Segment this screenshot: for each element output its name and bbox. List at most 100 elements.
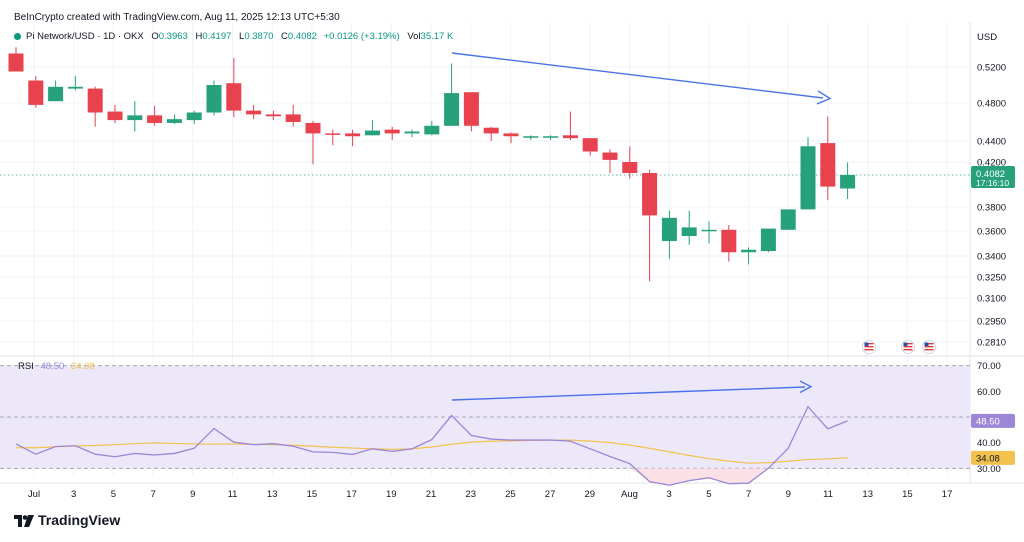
tradingview-brand: TradingView <box>14 512 120 528</box>
flag-canton <box>864 342 869 346</box>
candle-body <box>622 162 638 174</box>
candle-body <box>345 133 361 137</box>
price-tick-label: 0.3600 <box>977 227 1006 238</box>
candle-body <box>384 129 400 134</box>
time-tick-label: 21 <box>426 489 437 500</box>
rsi-label: RSI <box>18 361 34 372</box>
candle-body <box>523 136 539 138</box>
open-label: O <box>151 31 159 42</box>
rsi-divergence-line <box>451 386 806 401</box>
volume-label: Vol <box>407 31 421 42</box>
time-tick-label: 27 <box>545 489 556 500</box>
candle-body <box>8 53 24 72</box>
candle-body <box>543 136 559 138</box>
price-tick-label: 0.3400 <box>977 252 1006 263</box>
candle-body <box>87 88 103 113</box>
flag-stripe <box>903 346 913 348</box>
symbol-legend: Pi Network/USD · 1D · OKX O0.3963 H0.419… <box>14 31 453 42</box>
candle-body <box>166 119 182 123</box>
rsi-value-badge <box>971 413 1015 428</box>
rsi-line <box>15 405 848 486</box>
time-tick-label: Jul <box>28 489 40 500</box>
time-tick-label: 7 <box>150 489 155 500</box>
price-divergence-line <box>451 52 824 99</box>
candle-body <box>780 209 796 230</box>
us-event-flag-icon <box>901 340 915 354</box>
time-tick-label: 17 <box>942 489 953 500</box>
open-value: 0.3963 <box>158 31 188 42</box>
candle-body <box>840 175 856 189</box>
rsi-tick-label: 70.00 <box>977 361 1001 372</box>
tradingview-logo-icon <box>14 515 34 527</box>
currency-label: USD <box>977 32 997 43</box>
time-tick-label: 19 <box>386 489 397 500</box>
price-tick-label: 0.2810 <box>977 338 1006 349</box>
volume-value: 35.17 K <box>420 31 454 42</box>
flag-stripe <box>924 346 934 348</box>
candle-body <box>424 125 440 135</box>
candle-body <box>67 86 83 89</box>
rsi-divergence-arrowhead <box>799 380 813 394</box>
candle-body <box>503 133 519 137</box>
candle-body <box>800 146 816 210</box>
rsi-legend-value: 48.50 <box>40 361 65 372</box>
brand-name: TradingView <box>38 512 121 528</box>
candle-body <box>721 229 737 253</box>
time-tick-label: 3 <box>71 489 76 500</box>
candle-body <box>701 229 717 232</box>
price-tick-label: 0.3100 <box>977 294 1006 305</box>
price-tick-label: 0.3250 <box>977 273 1006 284</box>
rsi-value-badge-label: 48.50 <box>976 416 1000 427</box>
candle-body <box>582 138 598 152</box>
price-tick-label: 0.4400 <box>977 137 1006 148</box>
candle-body <box>28 80 44 105</box>
candle-body <box>602 152 618 160</box>
us-event-flag-icon <box>922 340 936 354</box>
time-tick-label: 13 <box>862 489 873 500</box>
rsi-tick-label: 60.00 <box>977 387 1001 398</box>
flag-canton <box>924 342 929 346</box>
high-label: H <box>195 31 203 42</box>
rsi-oversold-fill <box>629 468 769 486</box>
candle-body <box>741 249 757 253</box>
status-dot-icon <box>14 33 21 40</box>
candle-body <box>305 122 321 134</box>
close-label: C <box>281 31 288 42</box>
time-tick-label: 15 <box>307 489 318 500</box>
candle-body <box>285 114 301 122</box>
time-tick-label: 23 <box>465 489 476 500</box>
time-tick-label: 15 <box>902 489 913 500</box>
candle-body <box>206 85 222 113</box>
candle-body <box>265 114 281 117</box>
rsi-tick-label: 40.00 <box>977 438 1001 449</box>
time-tick-label: 5 <box>706 489 711 500</box>
rsi-ma-badge-label: 34.08 <box>976 453 1000 464</box>
candle-body <box>364 130 380 136</box>
flag-stripe <box>864 343 874 345</box>
candle-body <box>127 115 143 121</box>
time-tick-label: 13 <box>267 489 278 500</box>
candle-body <box>661 217 677 241</box>
flag-stripe <box>924 343 934 345</box>
rsi-ma-legend-value: 34.08 <box>70 361 95 372</box>
rsi-ma-line <box>16 439 848 464</box>
candle-body <box>246 110 262 115</box>
rsi-tick-label: 30.00 <box>977 464 1001 475</box>
candle-body <box>325 133 341 135</box>
time-tick-label: 7 <box>746 489 751 500</box>
price-tick-label: 0.4200 <box>977 158 1006 169</box>
candle-body <box>186 112 202 121</box>
time-tick-label: 29 <box>585 489 596 500</box>
price-tick-label: 0.4800 <box>977 99 1006 110</box>
price-tick-label: 0.5200 <box>977 63 1006 74</box>
time-tick-label: 11 <box>228 489 238 500</box>
time-tick-label: 5 <box>111 489 116 500</box>
low-label: L <box>239 31 245 42</box>
high-value: 0.4197 <box>202 31 232 42</box>
price-tick-label: 0.2950 <box>977 317 1006 328</box>
change-value: +0.0126 (+3.19%) <box>323 31 400 42</box>
low-value: 0.3870 <box>244 31 274 42</box>
candle-body <box>760 228 776 251</box>
candle-body <box>562 135 578 139</box>
